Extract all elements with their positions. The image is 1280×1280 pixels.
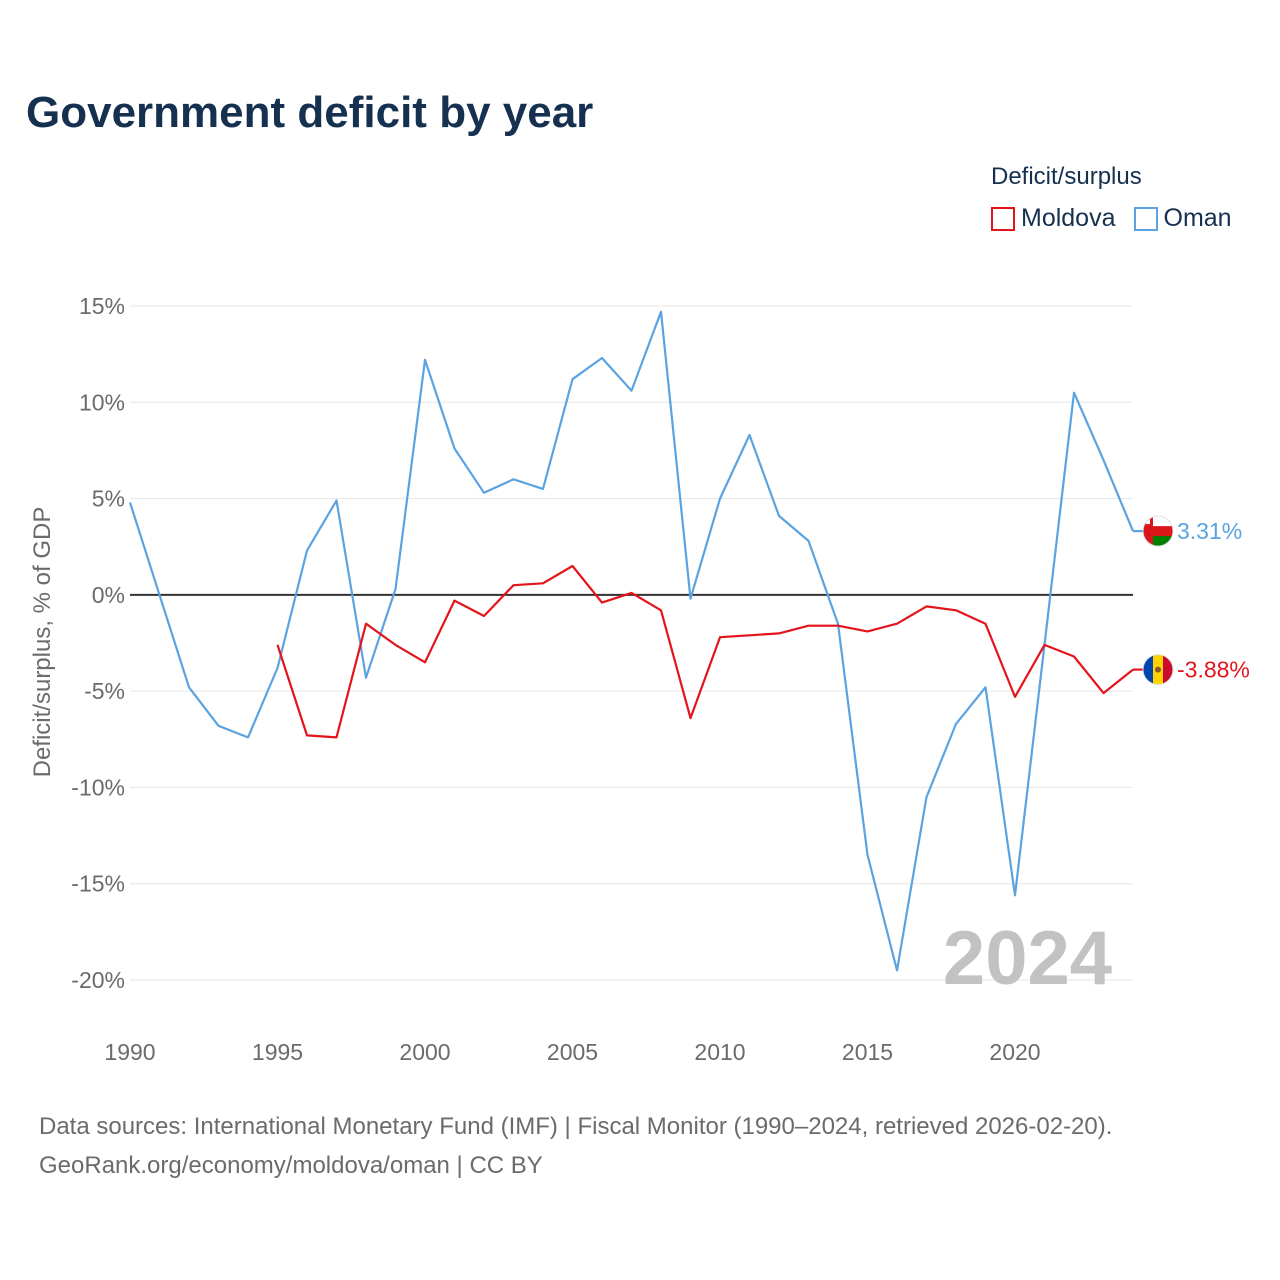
y-tick-label: 0% <box>92 582 125 608</box>
footer: Data sources: International Monetary Fun… <box>39 1107 1112 1185</box>
legend-swatch-moldova <box>991 206 1015 231</box>
x-tick-label: 1990 <box>104 1039 155 1065</box>
y-tick-label: 5% <box>92 486 125 512</box>
chart-title: Government deficit by year <box>26 88 594 137</box>
legend-title: Deficit/surplus <box>991 163 1142 190</box>
y-tick-label: 15% <box>79 293 125 319</box>
series-line-moldova <box>276 564 1134 739</box>
x-tick-label: 1995 <box>252 1039 303 1065</box>
legend-label-moldova: Moldova <box>1021 204 1116 232</box>
x-tick-label: 2020 <box>989 1039 1040 1065</box>
y-tick-label: -20% <box>71 967 125 993</box>
flag-moldova-icon <box>1142 654 1174 686</box>
end-label-oman: 3.31% <box>1177 518 1242 544</box>
y-tick-label: 10% <box>79 389 125 415</box>
x-tick-label: 2010 <box>694 1039 745 1065</box>
series-lines <box>128 310 1135 972</box>
legend: Moldova Oman <box>991 204 1250 233</box>
legend-swatch-oman <box>1133 206 1158 231</box>
grid <box>130 305 1133 981</box>
series-line-oman <box>128 310 1135 972</box>
flag-oman-icon <box>1142 515 1174 547</box>
year-watermark: 2024 <box>943 916 1112 1001</box>
legend-item-oman[interactable]: Oman <box>1133 204 1232 233</box>
x-tick-label: 2005 <box>547 1039 598 1065</box>
end-label-moldova: -3.88% <box>1177 657 1250 683</box>
source-text: Data sources: International Monetary Fun… <box>39 1113 1113 1140</box>
x-tick-label: 2000 <box>399 1039 450 1065</box>
x-axis: 1990 1995 2000 2005 2010 2015 2020 <box>104 1039 1040 1065</box>
y-tick-label: -15% <box>71 871 125 897</box>
legend-label-oman: Oman <box>1163 204 1232 232</box>
credit-text: GeoRank.org/economy/moldova/oman | CC BY <box>39 1152 543 1179</box>
legend-item-moldova[interactable]: Moldova <box>991 204 1116 233</box>
y-axis: 15% 10% 5% 0% -5% -10% -15% -20% <box>71 293 125 993</box>
y-tick-label: -5% <box>84 678 125 704</box>
y-tick-label: -10% <box>71 774 125 800</box>
x-tick-label: 2015 <box>842 1039 893 1065</box>
y-axis-label: Deficit/surplus, % of GDP <box>29 507 56 778</box>
end-labels: 3.31% -3.88% <box>1133 515 1250 686</box>
